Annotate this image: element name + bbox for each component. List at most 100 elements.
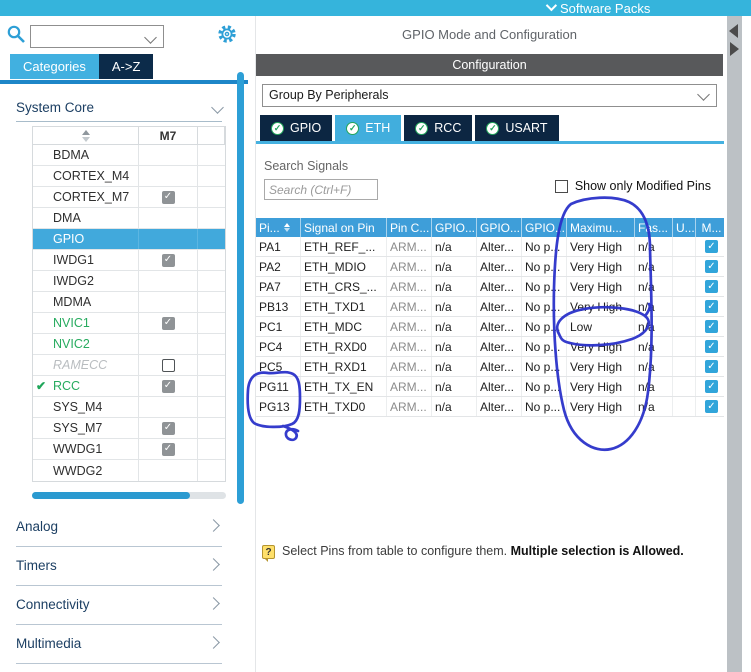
panel-splitter-scrollbar[interactable] — [727, 16, 742, 672]
modified-checkbox[interactable]: ✓ — [705, 340, 718, 353]
sort-icon[interactable] — [283, 223, 290, 232]
m7-checkbox[interactable]: ✓ — [161, 316, 175, 330]
tab-a-to-z[interactable]: A->Z — [98, 54, 154, 79]
modified-checkbox[interactable]: ✓ — [705, 360, 718, 373]
pin-row-pc4[interactable]: PC4 ETH_RXD0 ARM... n/a Alter... No p...… — [256, 337, 724, 357]
tab-categories[interactable]: Categories — [10, 54, 99, 79]
collapse-right-icon[interactable] — [730, 42, 739, 56]
fast-mode-cell: n/a — [635, 297, 673, 316]
section-label: Timers — [16, 558, 57, 573]
pin-row-pg13[interactable]: PG13 ETH_TXD0 ARM... n/a Alter... No p..… — [256, 397, 724, 417]
modified-checkbox[interactable]: ✓ — [705, 240, 718, 253]
tree-row-sys-m7[interactable]: ✔SYS_M7 ✓ — [33, 418, 225, 439]
pin-row-pg11[interactable]: PG11 ETH_TX_EN ARM... n/a Alter... No p.… — [256, 377, 724, 397]
show-modified-checkbox[interactable] — [554, 179, 568, 193]
tree-row-wwdg2[interactable]: ✔WWDG2 ✓ — [33, 460, 225, 481]
modified-checkbox[interactable]: ✓ — [705, 260, 718, 273]
col-header-gpio-pull[interactable]: GPIO... — [522, 218, 567, 237]
tree-row-gpio[interactable]: ✔GPIO ✓ — [33, 229, 225, 250]
tree-row-dma[interactable]: ✔DMA ✓ — [33, 208, 225, 229]
pin-row-pc5[interactable]: PC5 ETH_RXD1 ARM... n/a Alter... No p...… — [256, 357, 724, 377]
tree-header-row: M7 — [33, 127, 225, 145]
help-bubble-icon: ? — [262, 545, 275, 562]
tree-row-mdma[interactable]: ✔MDMA ✓ — [33, 292, 225, 313]
tree-row-sys-m4[interactable]: ✔SYS_M4 ✓ — [33, 397, 225, 418]
tree-horizontal-scrollbar[interactable] — [32, 492, 226, 499]
signals-search-input[interactable] — [264, 179, 378, 200]
scrollbar-thumb[interactable] — [32, 492, 190, 499]
modified-checkbox[interactable]: ✓ — [705, 400, 718, 413]
col-header-gpio-mode[interactable]: GPIO... — [477, 218, 522, 237]
chevron-down-icon[interactable] — [144, 31, 157, 44]
tree-row-wwdg1[interactable]: ✔WWDG1 ✓ — [33, 439, 225, 460]
col-header-pin-context[interactable]: Pin C... — [387, 218, 432, 237]
tab-usart[interactable]: ✓ USART — [475, 115, 559, 141]
pin-row-pa7[interactable]: PA7 ETH_CRS_... ARM... n/a Alter... No p… — [256, 277, 724, 297]
gpio-mode-cell: Alter... — [477, 357, 522, 376]
fast-mode-cell: n/a — [635, 317, 673, 336]
tab-eth[interactable]: ✓ ETH — [335, 115, 402, 141]
tree-name-column-header[interactable] — [33, 127, 139, 144]
section-multimedia[interactable]: Multimedia — [0, 625, 248, 664]
system-core-label: System Core — [16, 99, 95, 115]
m7-checkbox[interactable]: ✓ — [161, 421, 175, 435]
tab-rcc[interactable]: ✓ RCC — [404, 115, 473, 141]
m7-checkbox[interactable]: ✓ — [161, 190, 175, 204]
tree-m7-column-header[interactable]: M7 — [139, 127, 198, 144]
tree-row-iwdg2[interactable]: ✔IWDG2 ✓ — [33, 271, 225, 292]
tree-row-cortex-m7[interactable]: ✔CORTEX_M7 ✓ — [33, 187, 225, 208]
software-packs-menu[interactable]: Software Packs — [545, 0, 650, 16]
modified-checkbox[interactable]: ✓ — [705, 320, 718, 333]
peripheral-filter-combobox[interactable] — [30, 25, 164, 48]
col-header-modified[interactable]: M... — [701, 220, 722, 235]
m7-checkbox[interactable]: ✓ — [161, 358, 175, 372]
divider — [16, 663, 222, 664]
divider — [16, 121, 222, 122]
col-header-fast-mode[interactable]: Fas... — [635, 218, 673, 237]
sidebar-vertical-scrollbar[interactable] — [237, 72, 244, 504]
peripheral-tab-bar: ✓ GPIO ✓ ETH ✓ RCC ✓ USART — [260, 115, 723, 141]
tree-row-cortex-m4[interactable]: ✔CORTEX_M4 ✓ — [33, 166, 225, 187]
pin-row-pa1[interactable]: PA1 ETH_REF_... ARM... n/a Alter... No p… — [256, 237, 724, 257]
sort-icon[interactable] — [81, 129, 90, 142]
category-sections: Analog Timers Connectivity Multimedia — [0, 508, 248, 664]
gpio-mode-cell: Alter... — [477, 397, 522, 416]
group-by-dropdown[interactable]: Group By Peripherals — [262, 84, 717, 107]
m7-checkbox[interactable]: ✓ — [161, 379, 175, 393]
col-header-user-label[interactable]: U... — [673, 218, 696, 237]
peripheral-filter-input[interactable] — [33, 28, 141, 45]
tree-row-bdma[interactable]: ✔BDMA ✓ — [33, 145, 225, 166]
gpio-pull-cell: No p... — [522, 337, 567, 356]
modified-checkbox[interactable]: ✓ — [705, 280, 718, 293]
tree-row-nvic1[interactable]: ✔NVIC1 ✓ — [33, 313, 225, 334]
col-header-gpio-output[interactable]: GPIO... — [432, 218, 477, 237]
col-header-signal[interactable]: Signal on Pin — [301, 218, 387, 237]
m7-checkbox[interactable]: ✓ — [161, 442, 175, 456]
pin-row-pa2[interactable]: PA2 ETH_MDIO ARM... n/a Alter... No p...… — [256, 257, 724, 277]
tree-item-label: CORTEX_M7 — [53, 190, 130, 204]
tree-row-iwdg1[interactable]: ✔IWDG1 ✓ — [33, 250, 225, 271]
gpio-mode-cell: Alter... — [477, 337, 522, 356]
col-header-max-speed[interactable]: Maximu... — [567, 218, 635, 237]
modified-checkbox[interactable]: ✓ — [705, 380, 718, 393]
tree-row-nvic2[interactable]: ✔NVIC2 ✓ — [33, 334, 225, 355]
signal-cell: ETH_REF_... — [301, 237, 387, 256]
pin-row-pc1[interactable]: PC1 ETH_MDC ARM... n/a Alter... No p... … — [256, 317, 724, 337]
max-speed-cell: Very High — [567, 237, 635, 256]
modified-checkbox[interactable]: ✓ — [705, 300, 718, 313]
fast-mode-cell: n/a — [635, 337, 673, 356]
tree-row-rcc[interactable]: ✔ RCC ✓ — [33, 376, 225, 397]
tree-item-label: GPIO — [53, 232, 85, 246]
system-core-section-header[interactable]: System Core — [16, 96, 224, 118]
show-modified-label: Show only Modified Pins — [574, 179, 711, 193]
gear-icon[interactable] — [216, 23, 238, 45]
collapse-left-icon[interactable] — [729, 24, 738, 38]
section-timers[interactable]: Timers — [0, 547, 248, 586]
section-connectivity[interactable]: Connectivity — [0, 586, 248, 625]
col-header-pin[interactable]: Pi... — [256, 218, 301, 237]
pin-row-pb13[interactable]: PB13 ETH_TXD1 ARM... n/a Alter... No p..… — [256, 297, 724, 317]
tree-row-ramecc[interactable]: ✔RAMECC ✓ — [33, 355, 225, 376]
m7-checkbox[interactable]: ✓ — [161, 253, 175, 267]
tab-gpio[interactable]: ✓ GPIO — [260, 115, 333, 141]
section-analog[interactable]: Analog — [0, 508, 248, 547]
